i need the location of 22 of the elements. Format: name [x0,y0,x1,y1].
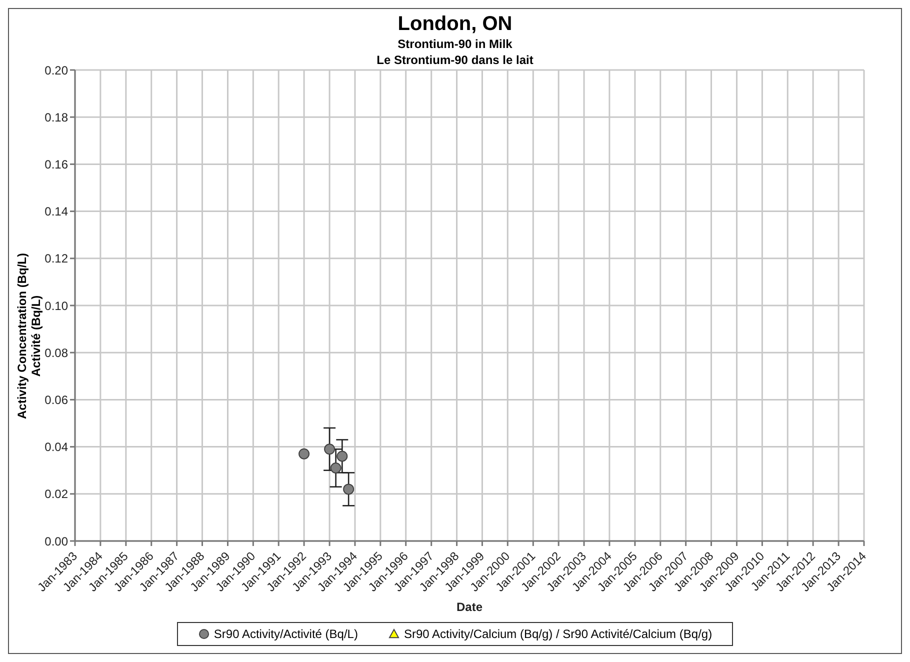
y-tick-label: 0.04 [44,440,68,454]
point [324,444,336,455]
y-tick-label: 0.06 [44,392,68,407]
y-tick-label: 0.18 [44,110,68,124]
y-tick-label: 0.12 [44,252,68,266]
chart-title: London, ON [396,13,514,36]
y-tick-label: 0.10 [44,298,68,313]
point [336,450,348,462]
y-axis-title: Activity Concentration (Bq/L) Activité (Bq/L) [15,252,44,420]
legend-label: Sr90 Activity/Activité (Bq/L) [214,627,358,641]
y-tick-label: 0.02 [44,487,68,502]
y-tick-label: 0.20 [44,63,68,78]
point [343,484,354,495]
y-tick-label: 0.16 [44,157,68,172]
point [330,462,342,474]
point [298,448,310,460]
y-tick-label: 0.00 [44,534,68,548]
chart-subtitle: Strontium-90 in Milk Le Strontium-90 dans le lait [376,36,534,67]
legend-label: Sr90 Activity/Calcium (Bq/g) / Sr90 Activité/Calcium (Bq/g) [404,627,712,641]
x-axis-title: Date [456,600,483,614]
y-tick-label: 0.14 [44,204,68,219]
y-tick-label: 0.08 [44,346,68,360]
